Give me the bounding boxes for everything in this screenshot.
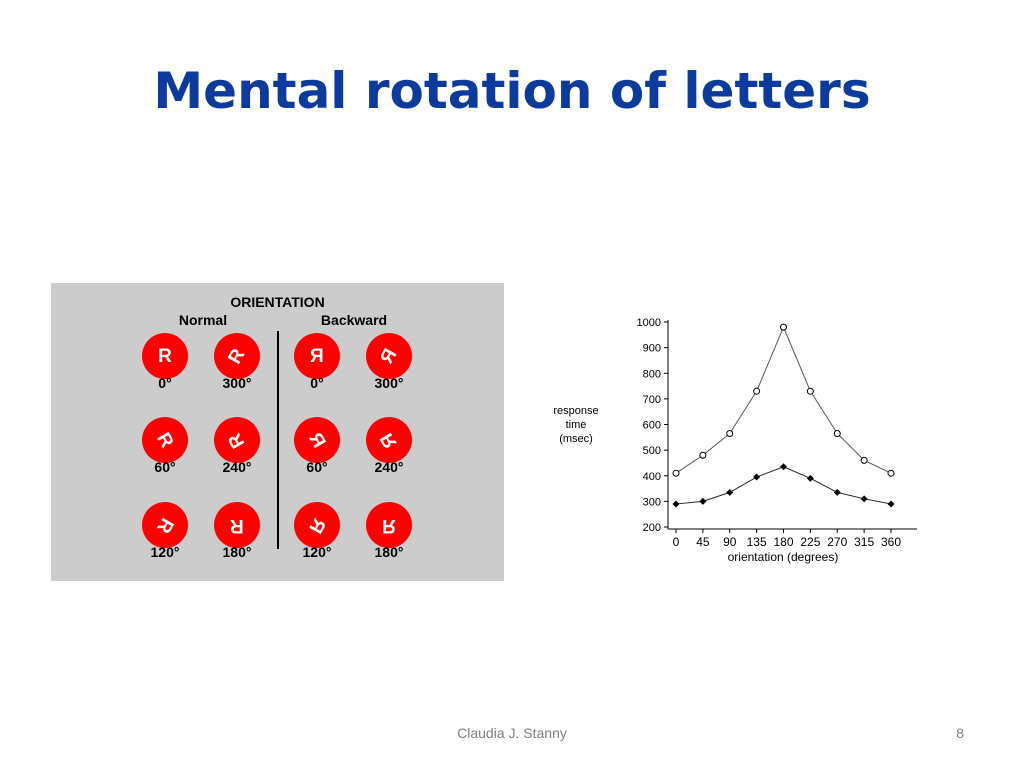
- data-point-filled-diamond: [699, 497, 707, 505]
- y-axis-label-line-1: response: [553, 405, 598, 417]
- orientation-degree-label: 120°: [302, 544, 332, 560]
- slide-title: Mental rotation of letters: [153, 62, 871, 120]
- response-time-chart: 200 300 400 500 600 700 800 900 1000 0 45 90 135 180 2…: [553, 317, 917, 564]
- data-point-open-circle: [860, 456, 868, 464]
- y-tick-label: 300: [643, 496, 661, 508]
- letter-stimulus-disc: R: [294, 417, 340, 463]
- orientation-degree-label: 180°: [222, 544, 252, 560]
- orientation-degree-label: 60°: [154, 459, 176, 475]
- data-point-filled-diamond: [780, 463, 787, 471]
- letter-stimulus-disc: R: [214, 502, 260, 548]
- x-tick-label: 180: [773, 535, 793, 549]
- data-point-filled-diamond: [753, 473, 761, 481]
- letter-stimulus: R: [224, 428, 250, 452]
- orientation-degree-label: 0°: [158, 375, 172, 391]
- y-tick-label: 900: [643, 343, 661, 355]
- letter-stimulus: R: [382, 514, 396, 536]
- y-tick-label: 800: [643, 368, 661, 380]
- y-tick-label: 700: [643, 394, 661, 406]
- data-point-open-circle: [753, 387, 761, 395]
- x-tick-label: 360: [881, 535, 901, 549]
- letter-stimulus: R: [304, 428, 330, 452]
- orientation-degree-label: 300°: [374, 375, 404, 391]
- data-point-open-circle: [672, 469, 680, 477]
- data-point-open-circle: [699, 451, 707, 459]
- letter-stimulus: R: [230, 514, 244, 536]
- y-tick-label: 500: [643, 445, 661, 457]
- y-tick-label: 200: [643, 522, 661, 534]
- data-point-open-circle: [806, 387, 814, 395]
- orientation-degree-label: 60°: [306, 459, 328, 475]
- data-point-filled-diamond: [860, 495, 868, 503]
- slide-number: 8: [956, 725, 964, 741]
- letter-stimulus-disc: R: [366, 333, 412, 379]
- x-tick-label: 135: [747, 535, 767, 549]
- orientation-degree-label: 240°: [222, 459, 252, 475]
- group-label-normal: Normal: [178, 312, 228, 328]
- orientation-degree-label: 120°: [150, 544, 180, 560]
- letter-stimulus-disc: R: [142, 417, 188, 463]
- x-axis-label: orientation (degrees): [728, 550, 839, 564]
- data-point-filled-diamond: [833, 488, 841, 496]
- data-point-filled-diamond: [672, 500, 680, 508]
- orientation-degree-label: 0°: [310, 375, 324, 391]
- data-point-open-circle: [833, 429, 841, 437]
- orientation-degree-label: 300°: [222, 375, 252, 391]
- series-line: [675, 325, 892, 474]
- letter-stimulus: R: [224, 344, 250, 368]
- data-point-filled-diamond: [726, 488, 734, 496]
- letter-stimulus: R: [376, 428, 402, 452]
- letter-stimulus-disc: R: [142, 502, 188, 548]
- letter-stimulus: R: [152, 428, 178, 452]
- orientation-figure: ORIENTATION Normal Backward R 0° R 300° R 60°…: [51, 283, 504, 581]
- x-tick-label: 270: [827, 535, 847, 549]
- data-point-filled-diamond: [887, 500, 895, 508]
- x-tick-label: 225: [800, 535, 820, 549]
- y-axis-label-line-2: time: [566, 419, 587, 431]
- letter-stimulus-disc: R: [294, 502, 340, 548]
- orientation-heading: ORIENTATION: [230, 294, 325, 310]
- x-tick-label: 315: [854, 535, 874, 549]
- data-point-filled-diamond: [806, 474, 814, 482]
- letter-stimulus: R: [158, 345, 172, 367]
- y-tick-label: 600: [643, 420, 661, 432]
- x-tick-label: 0: [673, 535, 680, 549]
- letter-stimulus-disc: R: [214, 417, 260, 463]
- letter-stimulus-disc: R: [366, 502, 412, 548]
- letter-stimulus: R: [152, 513, 178, 537]
- letter-stimulus-disc: R: [294, 333, 340, 379]
- orientation-degree-label: 180°: [374, 544, 404, 560]
- x-tick-label: 90: [723, 535, 737, 549]
- y-axis-label-line-3: (msec): [559, 433, 593, 445]
- letter-stimulus-disc: R: [142, 333, 188, 379]
- x-tick-label: 45: [696, 535, 710, 549]
- y-tick-label: 400: [643, 471, 661, 483]
- series-line: [675, 466, 892, 505]
- data-point-open-circle: [780, 323, 787, 331]
- orientation-degree-label: 240°: [374, 459, 404, 475]
- letter-stimulus: R: [310, 345, 324, 367]
- group-divider: [277, 331, 279, 549]
- footer-author: Claudia J. Stanny: [457, 725, 567, 741]
- y-tick-label: 1000: [637, 317, 661, 329]
- data-point-open-circle: [887, 469, 895, 477]
- letter-stimulus: R: [304, 513, 330, 537]
- letter-stimulus-disc: R: [214, 333, 260, 379]
- group-label-backward: Backward: [320, 312, 388, 328]
- letter-stimulus: R: [376, 344, 402, 368]
- data-point-open-circle: [726, 429, 734, 437]
- letter-stimulus-disc: R: [366, 417, 412, 463]
